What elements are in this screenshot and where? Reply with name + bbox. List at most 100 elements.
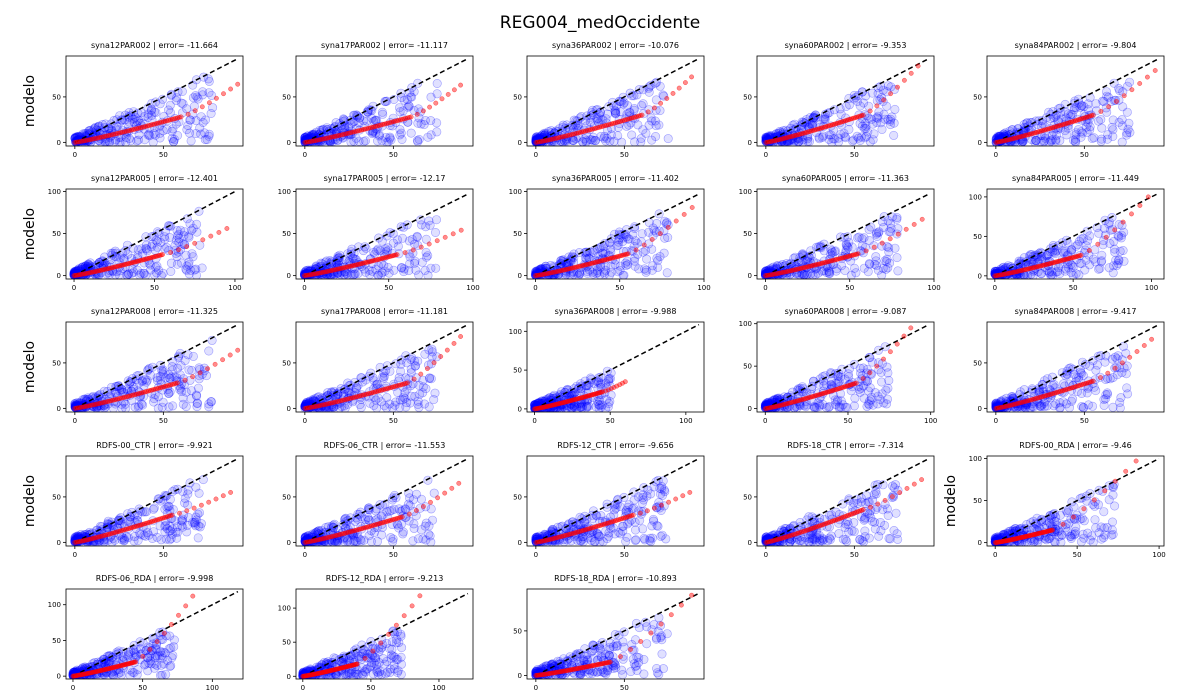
scatter-point xyxy=(134,130,144,140)
quantile-point xyxy=(633,247,639,253)
scatter-point xyxy=(173,363,183,373)
scatter-point xyxy=(184,260,194,270)
scatter-point xyxy=(164,388,174,398)
scatter-point xyxy=(416,107,426,117)
scatter-point xyxy=(1122,130,1132,140)
scatter-point xyxy=(129,114,139,124)
scatter-point xyxy=(623,260,633,270)
scatter-point xyxy=(1037,116,1047,126)
scatter-point xyxy=(406,364,416,374)
scatter-point xyxy=(661,219,671,229)
y-tick-label: 50 xyxy=(52,359,61,367)
scatter-point xyxy=(413,396,423,406)
scatter-point xyxy=(1031,135,1041,145)
scatter-point xyxy=(352,112,362,122)
scatter-point xyxy=(1062,130,1072,140)
scatter-point xyxy=(801,270,811,279)
scatter-point xyxy=(182,125,192,135)
quantile-point xyxy=(150,122,156,127)
scatter-point xyxy=(358,246,368,256)
y-tick-label: 0 xyxy=(748,139,752,147)
x-tick-label: 50 xyxy=(159,151,168,159)
quantile-point xyxy=(144,123,150,129)
scatter-point xyxy=(1108,268,1118,278)
scatter-point xyxy=(182,261,192,271)
quantile-point xyxy=(227,352,233,358)
scatter-point xyxy=(848,135,858,145)
quantile-point xyxy=(418,244,424,250)
scatter-point xyxy=(1083,236,1093,246)
scatter-point xyxy=(314,392,324,402)
scatter-point xyxy=(124,117,134,127)
scatter-point xyxy=(1085,122,1095,132)
quantile-point xyxy=(120,129,126,135)
scatter-point xyxy=(613,267,623,277)
scatter-point xyxy=(1067,245,1077,255)
scatter-point xyxy=(421,247,431,257)
scatter-point xyxy=(1118,246,1128,256)
scatter-point xyxy=(412,136,422,146)
axes-frame xyxy=(756,55,935,147)
scatter-point xyxy=(1071,269,1081,279)
scatter-point xyxy=(121,403,131,412)
scatter-point xyxy=(1089,382,1099,392)
y-tick-label: 0 xyxy=(57,272,61,280)
subplot-title: syna60PAR005 | error= -11.363 xyxy=(782,174,909,183)
scatter-point xyxy=(372,379,382,389)
scatter-point xyxy=(1077,128,1087,138)
scatter-point xyxy=(412,231,422,241)
scatter-point xyxy=(410,361,420,371)
plot-area xyxy=(300,323,469,412)
scatter-point xyxy=(411,265,421,275)
axes-frame xyxy=(986,188,1165,280)
scatter-point xyxy=(859,263,869,273)
scatter-point xyxy=(177,98,187,108)
subplot-title: syna36PAR008 | error= -9.988 xyxy=(555,307,677,316)
scatter-point xyxy=(580,253,590,263)
scatter-point xyxy=(175,385,185,395)
scatter-point xyxy=(397,262,407,272)
quantile-point xyxy=(212,361,218,367)
scatter-point xyxy=(867,114,877,124)
scatter-point xyxy=(184,231,194,241)
quantile-point xyxy=(197,370,203,376)
scatter-point xyxy=(160,232,170,242)
quantile-point xyxy=(434,238,440,244)
scatter-point xyxy=(172,93,182,103)
scatter-point xyxy=(206,397,216,407)
scatter-point xyxy=(373,270,383,279)
quantile-point xyxy=(867,108,873,114)
scatter-point xyxy=(619,270,629,279)
scatter-point xyxy=(192,270,201,279)
scatter-point xyxy=(581,137,591,146)
scatter-point xyxy=(119,387,129,397)
axes-frame xyxy=(295,55,474,147)
scatter-point xyxy=(1099,224,1109,234)
scatter-point xyxy=(1083,105,1093,115)
scatter-point xyxy=(1046,109,1056,119)
scatter-point xyxy=(322,125,332,135)
scatter-point xyxy=(383,137,393,146)
scatter-point xyxy=(844,100,854,110)
scatter-point xyxy=(360,136,370,146)
scatter-point xyxy=(861,123,871,133)
scatter-point xyxy=(825,269,835,279)
x-tick-label: 0 xyxy=(534,151,538,159)
scatter-point xyxy=(654,226,664,236)
scatter-point xyxy=(1033,267,1043,277)
scatter-point xyxy=(623,101,633,111)
scatter-point xyxy=(382,231,392,241)
scatter-point xyxy=(1043,250,1053,260)
scatter-point xyxy=(648,223,658,233)
quantile-point xyxy=(1129,87,1135,93)
quantile-point xyxy=(314,137,320,143)
scatter-point xyxy=(371,264,381,274)
scatter-point xyxy=(1070,136,1080,146)
scatter-point xyxy=(401,402,411,412)
scatter-point xyxy=(1077,101,1087,111)
scatter-point xyxy=(146,370,156,380)
quantile-point xyxy=(175,115,180,121)
scatter-point xyxy=(123,249,133,259)
scatter-point xyxy=(405,398,415,408)
scatter-point xyxy=(606,267,616,277)
